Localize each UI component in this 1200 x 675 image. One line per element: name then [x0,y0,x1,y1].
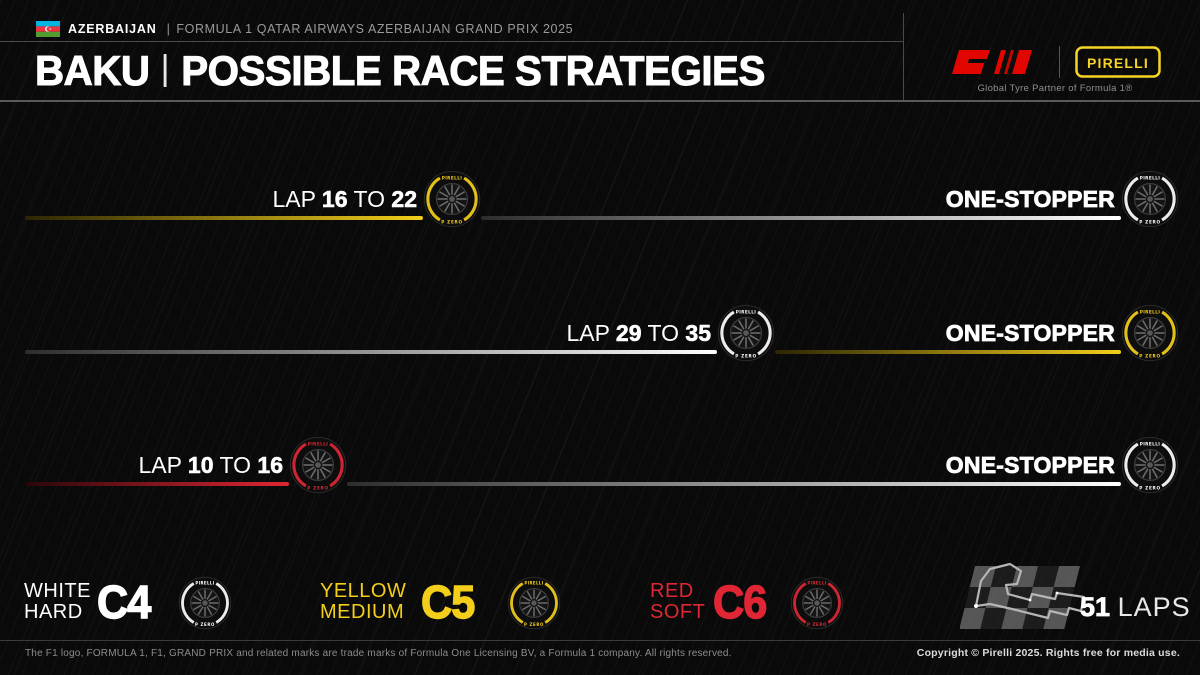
svg-text:PIRELLI: PIRELLI [1140,441,1161,447]
svg-text:P ZERO: P ZERO [1139,354,1161,360]
svg-text:P ZERO: P ZERO [195,622,215,627]
title-city: BAKU [35,47,151,95]
tyre-icon-pit: PIRELLI P ZERO [423,170,481,228]
svg-text:P ZERO: P ZERO [441,220,463,226]
circuit-outline [974,562,1086,620]
stint-line-start [25,216,423,220]
svg-text:PIRELLI: PIRELLI [308,441,329,447]
tyre-icon-end: PIRELLI P ZERO [1121,170,1179,228]
header-divider-top [0,41,903,42]
stint-line-start [25,350,717,354]
header-event-strip: AZERBAIJAN | FORMULA 1 QATAR AIRWAYS AZER… [36,20,573,37]
event-label: | FORMULA 1 QATAR AIRWAYS AZERBAIJAN GRAN… [166,21,574,36]
svg-text:P ZERO: P ZERO [1139,486,1161,492]
title-separator [163,54,167,87]
stint-line-end [775,350,1121,354]
pit-window-label: LAP 16 TO 22 [272,186,417,213]
compound-name-medium: YELLOW MEDIUM [320,580,407,623]
title-text: POSSIBLE RACE STRATEGIES [181,47,766,95]
footer-legal-text: The F1 logo, FORMULA 1, F1, GRAND PRIX a… [25,648,732,659]
compound-name-hard: WHITE HARD [24,580,91,623]
footer-copyright: Copyright © Pirelli 2025. Rights free fo… [916,647,1180,659]
svg-text:P ZERO: P ZERO [307,486,329,492]
strategy-type-label: ONE-STOPPER [945,452,1115,479]
compound-code-c4: C4 [96,575,152,628]
svg-text:P ZERO: P ZERO [735,354,757,360]
f1-logo [952,50,1032,74]
strategy-type-label: ONE-STOPPER [945,186,1115,213]
svg-text:P ZERO: P ZERO [1139,220,1161,226]
race-distance-label: 51 LAPS [1080,592,1191,623]
footer-divider [0,640,1200,641]
stint-line-end [481,216,1121,220]
svg-text:PIRELLI: PIRELLI [524,581,543,586]
compound-name-soft: RED SOFT [650,580,706,623]
strategy-type-label: ONE-STOPPER [945,320,1115,347]
tyre-icon-soft: PIRELLI P ZERO [790,576,844,630]
pirelli-logo-text: PIRELLI [1087,55,1149,71]
stint-line-end [347,482,1121,486]
track-map [960,562,1086,629]
page-title: BAKU POSSIBLE RACE STRATEGIES [35,47,766,95]
tyre-icon-medium: PIRELLI P ZERO [507,576,561,630]
pit-window-label: LAP 29 TO 35 [566,320,711,347]
header-divider-vertical [903,13,904,100]
svg-text:PIRELLI: PIRELLI [807,581,826,586]
svg-text:PIRELLI: PIRELLI [1140,175,1161,181]
svg-text:P ZERO: P ZERO [524,622,544,627]
compound-code-c6: C6 [712,575,768,628]
svg-text:PIRELLI: PIRELLI [442,175,463,181]
tyre-icon-pit: PIRELLI P ZERO [289,436,347,494]
country-label: AZERBAIJAN [68,21,157,36]
tyre-icon-end: PIRELLI P ZERO [1121,436,1179,494]
pirelli-logo: PIRELLI [1075,46,1161,78]
svg-text:P ZERO: P ZERO [807,622,827,627]
pit-window-label: LAP 10 TO 16 [138,452,283,479]
svg-text:PIRELLI: PIRELLI [736,309,757,315]
tyre-icon-end: PIRELLI P ZERO [1121,304,1179,362]
svg-text:PIRELLI: PIRELLI [195,581,214,586]
partner-tagline: Global Tyre Partner of Formula 1® [977,83,1133,94]
tyre-icon-hard: PIRELLI P ZERO [178,576,232,630]
azerbaijan-flag-icon [36,20,60,37]
svg-text:PIRELLI: PIRELLI [1140,309,1161,315]
header-divider-main [0,100,1200,102]
compound-code-c5: C5 [420,575,476,628]
logo-separator [1059,46,1060,78]
tyre-icon-pit: PIRELLI P ZERO [717,304,775,362]
stint-line-start [25,482,289,486]
